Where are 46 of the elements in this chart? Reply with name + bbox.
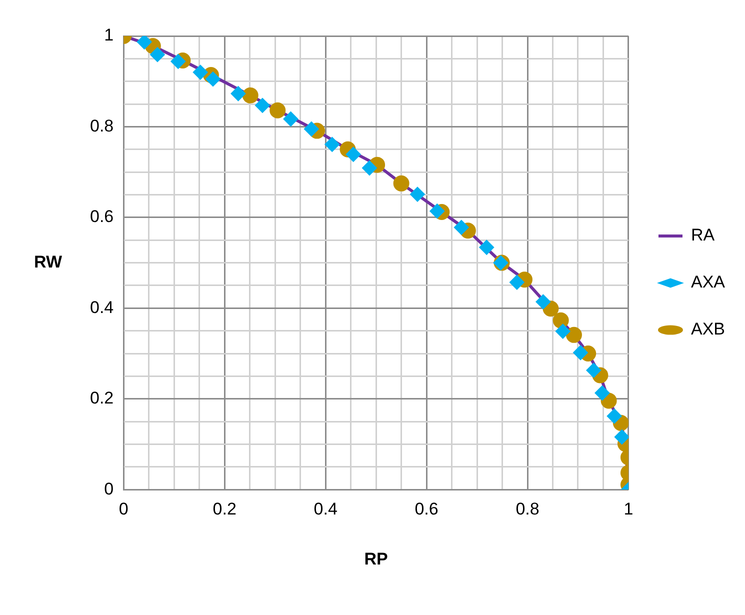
- point: [304, 121, 319, 136]
- point: [410, 186, 425, 202]
- point: [270, 102, 286, 118]
- point: [509, 274, 524, 290]
- point: [586, 362, 602, 378]
- point: [242, 87, 258, 104]
- point: [283, 112, 298, 127]
- point: [566, 326, 582, 343]
- point: [536, 294, 551, 310]
- x-axis-title: RP: [364, 549, 388, 568]
- y-tick-label: 0.8: [90, 116, 114, 136]
- point: [136, 36, 152, 50]
- x-tick-label: 0.4: [314, 499, 338, 518]
- x-tick-label: 1: [624, 499, 634, 518]
- point: [430, 204, 445, 219]
- point: [552, 312, 569, 328]
- y-tick-label: 0.2: [90, 388, 114, 408]
- legend-label: AXB: [690, 320, 726, 339]
- point: [192, 64, 208, 80]
- point: [150, 47, 165, 62]
- point: [555, 324, 570, 339]
- x-tick-label: 0.8: [516, 499, 540, 518]
- x-tick-label: 0.6: [414, 499, 438, 518]
- y-axis-title: RW: [34, 252, 63, 272]
- point: [594, 385, 610, 400]
- point: [254, 98, 270, 113]
- point: [606, 408, 622, 424]
- x-tick-label: 0: [118, 499, 128, 518]
- legend-label: RA: [690, 226, 716, 245]
- y-tick-label: 0.6: [90, 207, 114, 226]
- point: [170, 54, 186, 69]
- point: [479, 240, 494, 255]
- y-tick-label: 1: [104, 26, 114, 45]
- point: [362, 160, 377, 176]
- point: [346, 146, 361, 162]
- point: [614, 429, 628, 444]
- point: [393, 175, 410, 192]
- point: [205, 72, 220, 87]
- y-tick-label: 0: [104, 479, 114, 498]
- point: [454, 220, 469, 235]
- point: [324, 136, 340, 152]
- y-tick-label: 0.4: [90, 298, 114, 317]
- point: [230, 86, 246, 102]
- point: [573, 345, 588, 360]
- legend-label: AXA: [690, 272, 726, 292]
- x-tick-label: 0.2: [212, 499, 236, 518]
